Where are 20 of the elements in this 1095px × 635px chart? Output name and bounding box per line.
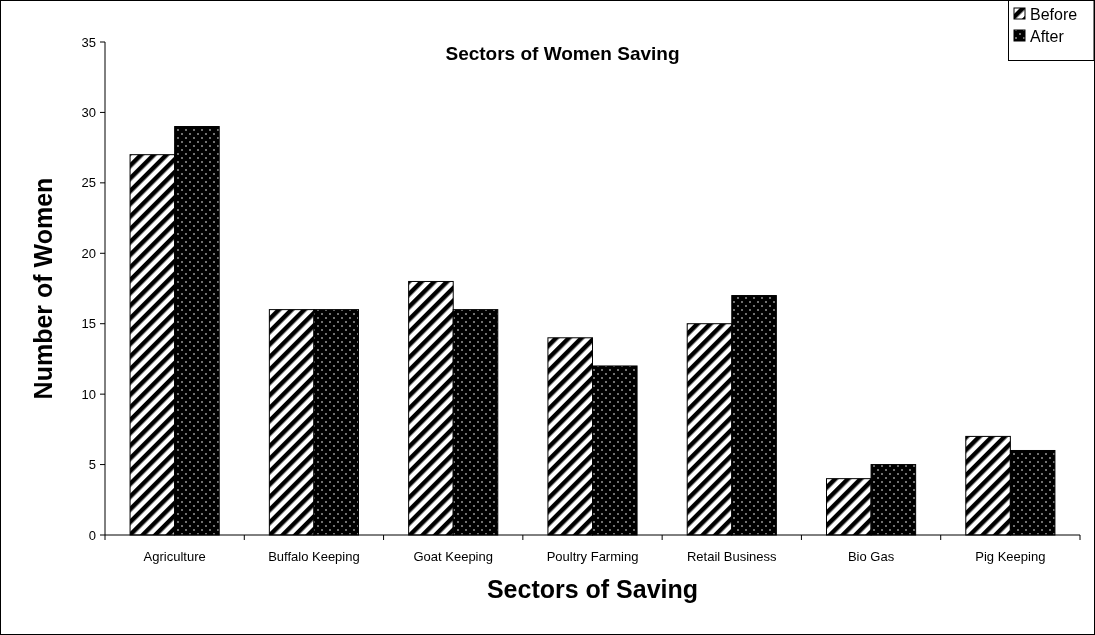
x-tick-label: Buffalo Keeping bbox=[268, 549, 360, 564]
legend-label: After bbox=[1030, 27, 1065, 45]
legend-label: Before bbox=[1030, 5, 1078, 23]
y-tick-label: 15 bbox=[81, 316, 96, 332]
x-tick-label: Poultry Farming bbox=[546, 549, 639, 564]
x-tick-label: Retail Business bbox=[686, 549, 778, 564]
x-axis-title: Sectors of Saving bbox=[486, 575, 699, 603]
x-tick-label: Agriculture bbox=[143, 549, 206, 564]
x-tick-label: Bio Gas bbox=[847, 549, 895, 564]
y-tick-label: 35 bbox=[81, 34, 96, 50]
x-tick-label: Goat Keeping bbox=[413, 549, 493, 564]
y-axis-title: Number of Women bbox=[29, 177, 57, 400]
y-tick-label: 10 bbox=[81, 386, 96, 402]
y-tick-label: 25 bbox=[81, 175, 96, 191]
x-tick-label: Pig Keeping bbox=[975, 549, 1046, 564]
y-tick-label: 30 bbox=[81, 104, 96, 120]
y-tick-label: 0 bbox=[88, 527, 96, 543]
chart-title: Sectors of Women Saving bbox=[445, 43, 680, 64]
y-tick-label: 20 bbox=[81, 245, 96, 261]
y-tick-label: 5 bbox=[88, 457, 96, 473]
